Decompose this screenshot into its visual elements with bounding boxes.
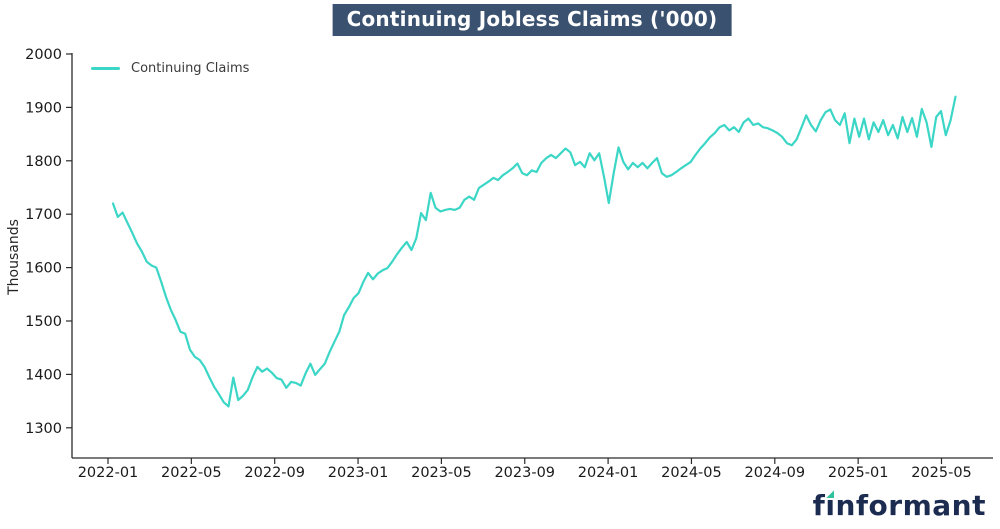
legend-label: Continuing Claims <box>131 61 250 76</box>
x-tick-label: 2023-01 <box>328 465 389 481</box>
legend: Continuing Claims <box>91 61 249 76</box>
y-tick-label: 1900 <box>25 100 62 116</box>
x-tick-label: 2022-05 <box>161 465 222 481</box>
x-tick-label: 2025-01 <box>828 465 889 481</box>
x-tick-label: 2025-05 <box>911 465 972 481</box>
finformant-logo: fı nformant <box>813 489 986 522</box>
continuing-claims-line <box>111 95 957 408</box>
y-tick-label: 1800 <box>25 154 62 170</box>
legend-line-swatch <box>91 67 120 70</box>
y-tick-label: 1600 <box>25 261 62 277</box>
x-tick-label: 2023-05 <box>411 465 472 481</box>
x-tick-label: 2024-01 <box>578 465 639 481</box>
y-tick-label: 1700 <box>25 207 62 223</box>
logo-part3: nformant <box>835 489 986 522</box>
x-tick-label: 2024-09 <box>745 465 806 481</box>
y-axis-ticks: 2000 1900 1800 1700 1600 1500 1400 1300 <box>25 47 72 437</box>
x-axis-ticks: 2022-01 2022-05 2022-09 2023-01 2023-05 2023-… <box>78 458 972 481</box>
y-tick-label: 2000 <box>25 47 62 63</box>
y-tick-label: 1400 <box>25 367 62 383</box>
x-tick-label: 2024-05 <box>661 465 722 481</box>
x-tick-label: 2023-09 <box>494 465 555 481</box>
logo-arrow-icon <box>826 490 835 498</box>
y-tick-label: 1500 <box>25 314 62 330</box>
y-tick-label: 1300 <box>25 421 62 437</box>
x-tick-label: 2022-01 <box>78 465 139 481</box>
chart-title: Continuing Jobless Claims ('000) <box>332 4 732 36</box>
x-tick-label: 2022-09 <box>244 465 305 481</box>
logo-part1: f <box>812 489 826 522</box>
logo-dotless-i: ı <box>825 489 836 522</box>
